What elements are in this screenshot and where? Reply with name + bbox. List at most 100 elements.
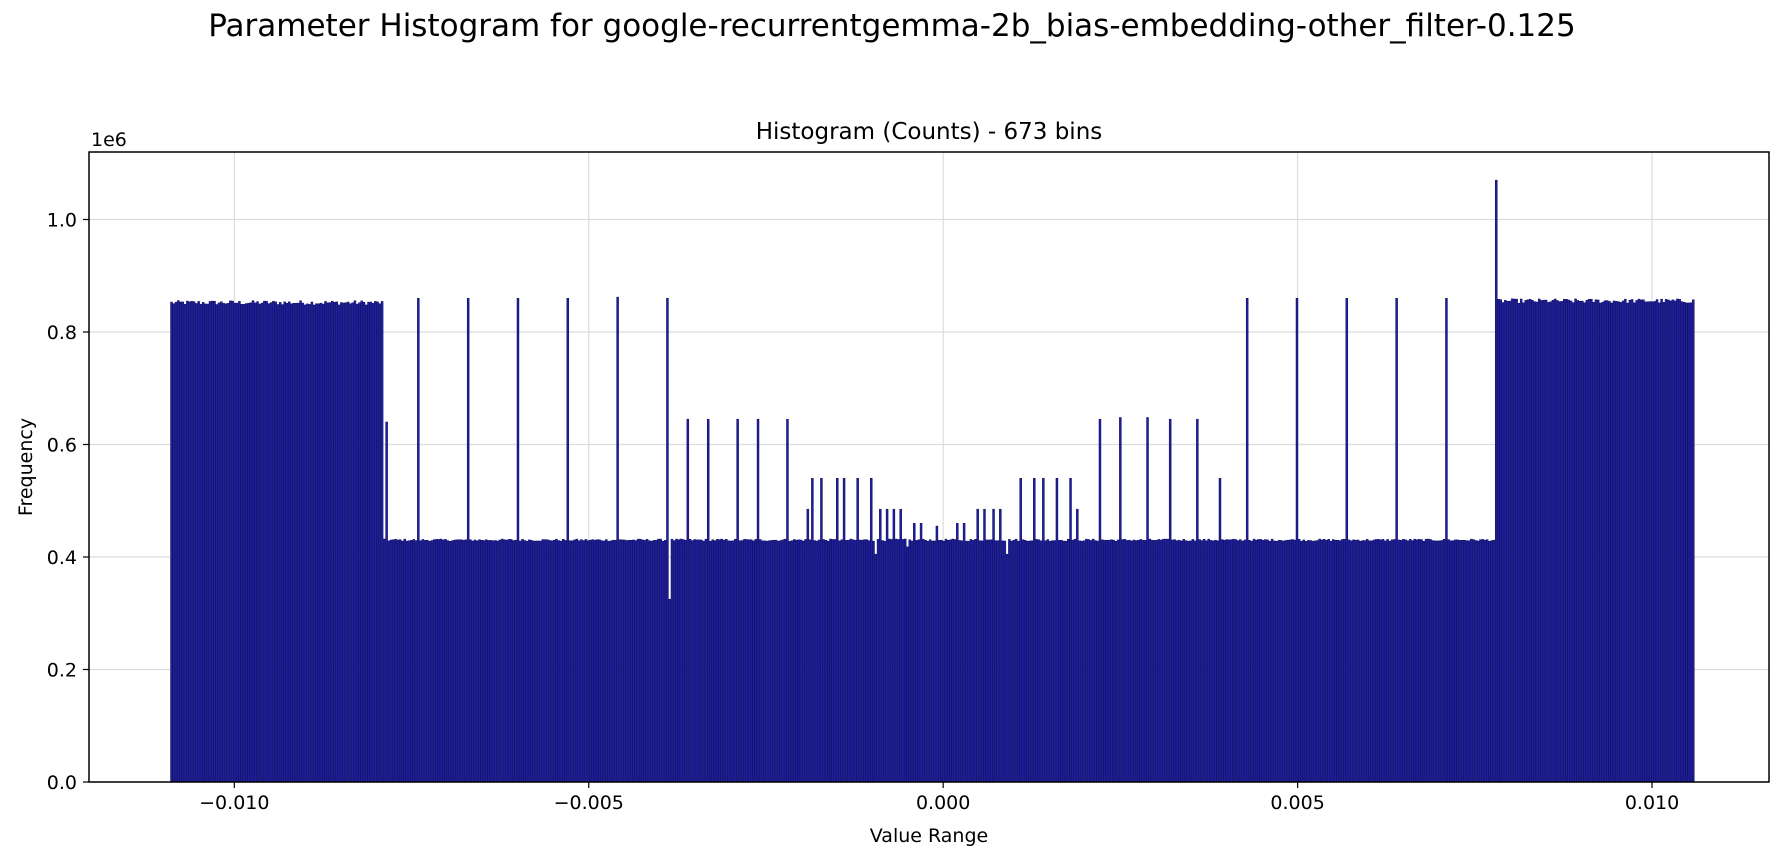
histogram-bar [745, 539, 748, 783]
histogram-bar [1445, 298, 1448, 783]
histogram-bar [1257, 539, 1260, 783]
histogram-bar [353, 300, 357, 783]
histogram-bar [1187, 540, 1190, 783]
histogram-bar [199, 303, 203, 783]
histogram-bar [1055, 478, 1059, 783]
histogram-bar [856, 478, 859, 783]
histogram-bar [1277, 540, 1281, 783]
histogram-bar [833, 539, 837, 783]
histogram-bar [1683, 301, 1686, 783]
histogram-bar [1678, 299, 1681, 783]
histogram-bar [1150, 539, 1154, 783]
histogram-bar [813, 540, 816, 783]
histogram-bar [1350, 540, 1353, 783]
histogram-bar [1336, 540, 1339, 783]
histogram-bar [514, 539, 517, 783]
histogram-bar [342, 302, 345, 783]
histogram-bar [276, 304, 280, 783]
histogram-bar [1408, 539, 1412, 783]
histogram-bar [281, 304, 284, 783]
histogram-bar [763, 540, 767, 783]
histogram-bar [1553, 298, 1557, 783]
histogram-bar [894, 538, 898, 783]
histogram-bar [1107, 539, 1111, 783]
histogram-bar [942, 540, 945, 783]
x-axis-label: Value Range [870, 825, 988, 847]
histogram-bar [987, 539, 991, 783]
histogram-bar [1209, 540, 1213, 783]
histogram-bar [523, 540, 526, 783]
histogram-bar [652, 540, 656, 783]
histogram-bar [201, 302, 205, 783]
histogram-bar [405, 540, 409, 783]
histogram-bar [668, 598, 671, 783]
histogram-bar [453, 539, 456, 783]
histogram-bar [385, 421, 388, 783]
histogram-bar [285, 302, 289, 783]
histogram-bar [1558, 301, 1561, 783]
histogram-bar [1617, 301, 1620, 783]
histogram-bar [734, 538, 737, 783]
histogram-bar [396, 539, 400, 783]
histogram-bar [1207, 538, 1210, 783]
histogram-bar [1033, 478, 1036, 783]
histogram-bar [1322, 539, 1326, 783]
histogram-bar [564, 540, 567, 783]
histogram-bar [985, 539, 988, 783]
histogram-bar [777, 540, 780, 783]
histogram-bar [1071, 539, 1075, 783]
histogram-bar [1279, 540, 1283, 783]
histogram-bar [186, 300, 189, 783]
histogram-bar [1046, 539, 1050, 783]
histogram-bar [1361, 540, 1364, 783]
histogram-bar [541, 539, 545, 783]
histogram-bar [1110, 539, 1113, 783]
histogram-bar [636, 538, 640, 783]
histogram-bar [1076, 508, 1079, 783]
histogram-bar [235, 302, 239, 783]
histogram-bar [654, 540, 658, 783]
histogram-bar [736, 418, 739, 783]
histogram-bar [389, 539, 393, 783]
histogram-bar [713, 540, 717, 783]
histogram-bar [960, 540, 964, 783]
histogram-bar [387, 540, 391, 783]
histogram-bar [1200, 540, 1204, 783]
histogram-bar [1594, 299, 1598, 783]
histogram-bar [548, 540, 551, 783]
histogram-bar [192, 301, 196, 783]
histogram-bar [1413, 538, 1416, 783]
histogram-bar [718, 539, 721, 783]
histogram-bar [1021, 539, 1025, 783]
histogram-bar [1042, 478, 1045, 783]
y-tick-label: 0.6 [47, 435, 77, 457]
histogram-bar [317, 303, 320, 783]
histogram-bar [290, 303, 293, 783]
histogram-bar [645, 539, 649, 783]
histogram-bar [1105, 539, 1108, 783]
histogram-bar [958, 540, 961, 783]
histogram-bar [1529, 299, 1532, 783]
histogram-bar [1282, 540, 1285, 783]
histogram-bar [534, 540, 538, 783]
histogram-bar [1101, 539, 1104, 783]
histogram-bar [335, 301, 339, 783]
histogram-bar [1574, 298, 1577, 783]
histogram-bar [1162, 538, 1165, 783]
histogram-bar [1449, 540, 1453, 783]
histogram-bar [591, 539, 594, 783]
histogram-bar [315, 303, 318, 783]
histogram-bar [435, 539, 438, 783]
histogram-bar [1601, 301, 1604, 783]
histogram-bar [684, 539, 687, 783]
histogram-bar [1205, 540, 1208, 783]
histogram-bar [442, 539, 445, 783]
histogram-bar [738, 540, 742, 783]
histogram-bar [1621, 300, 1625, 783]
histogram-bar [455, 539, 459, 783]
histogram-bar [688, 538, 692, 783]
histogram-bar [620, 539, 624, 783]
histogram-bar [996, 540, 1000, 783]
histogram-bar [417, 298, 420, 783]
histogram-bar [616, 296, 619, 783]
